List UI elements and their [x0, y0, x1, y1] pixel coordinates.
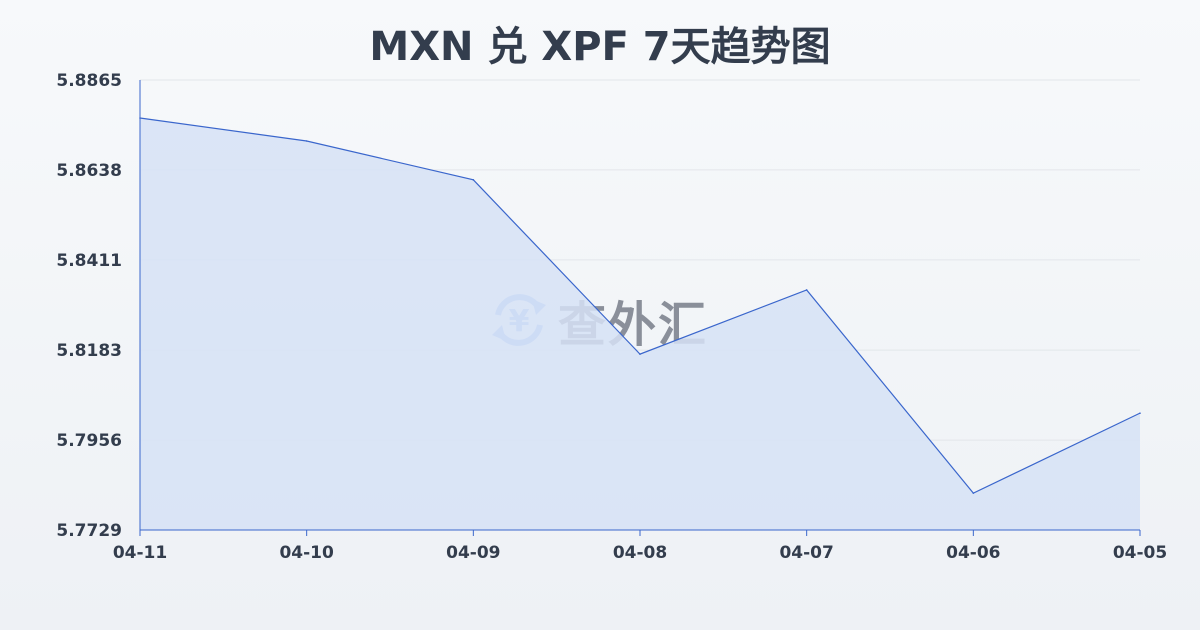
data-point	[472, 179, 475, 181]
y-tick-label: 5.8865	[56, 71, 122, 91]
data-point	[305, 140, 308, 142]
area-fill	[140, 118, 1140, 530]
y-tick-label: 5.8638	[56, 161, 122, 181]
y-tick-label: 5.8411	[56, 251, 122, 271]
x-tick-label: 04-08	[613, 543, 667, 563]
x-tick-label: 04-11	[113, 543, 167, 563]
data-point	[1139, 412, 1141, 414]
x-tick-label: 04-07	[779, 543, 833, 563]
chart-title: MXN 兑 XPF 7天趋势图	[369, 24, 831, 70]
x-tick-label: 04-06	[946, 543, 1000, 563]
data-point	[972, 492, 975, 494]
x-tick-label: 04-09	[446, 543, 500, 563]
x-tick-label: 04-05	[1113, 543, 1167, 563]
y-tick-label: 5.8183	[56, 341, 122, 361]
x-tick-label: 04-10	[279, 543, 334, 563]
y-tick-label: 5.7729	[56, 521, 122, 541]
data-point	[805, 289, 808, 291]
y-tick-label: 5.7956	[56, 431, 122, 451]
data-point	[639, 353, 641, 355]
